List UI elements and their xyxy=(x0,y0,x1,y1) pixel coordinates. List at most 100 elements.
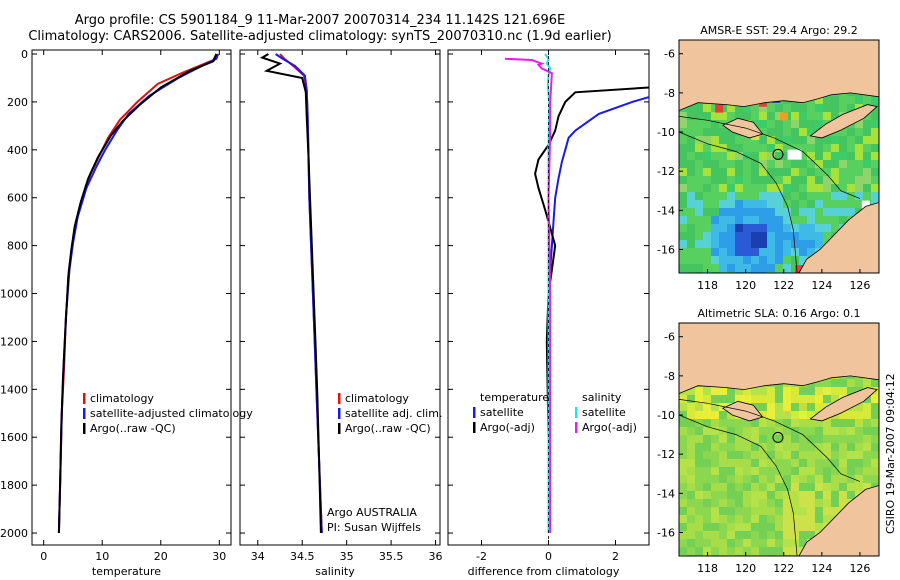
map-cell xyxy=(815,168,823,176)
map-cell xyxy=(695,547,703,555)
map-cell xyxy=(759,256,767,264)
map-cell xyxy=(695,499,703,507)
map-cell xyxy=(743,387,751,395)
map-cell xyxy=(783,216,791,224)
map-field xyxy=(679,40,879,273)
map-cell xyxy=(815,216,823,224)
legend-swatch xyxy=(575,407,578,418)
map-cell xyxy=(759,419,767,427)
map-cell xyxy=(839,160,847,168)
map-cell xyxy=(815,96,823,104)
map-cell xyxy=(751,427,759,435)
map-cell xyxy=(687,128,695,136)
map-cell xyxy=(743,264,751,272)
map-cell xyxy=(855,419,863,427)
map-cell xyxy=(727,451,735,459)
map-cell xyxy=(727,467,735,475)
map-cell xyxy=(695,200,703,208)
map-cell xyxy=(767,168,775,176)
map-cell xyxy=(799,475,807,483)
map-cell xyxy=(775,475,783,483)
map-cell xyxy=(839,419,847,427)
map-cell xyxy=(839,387,847,395)
map-cell xyxy=(687,539,695,547)
map-cell xyxy=(791,387,799,395)
map-cell xyxy=(783,200,791,208)
land-mass xyxy=(679,323,879,394)
map-cell xyxy=(735,224,743,232)
map-cell xyxy=(703,459,711,467)
map-cell xyxy=(727,483,735,491)
map-cell xyxy=(783,507,791,515)
map-cell xyxy=(767,515,775,523)
map-cell xyxy=(759,176,767,184)
map-cell xyxy=(743,160,751,168)
map-cell xyxy=(687,531,695,539)
map-cell xyxy=(783,443,791,451)
map-cell xyxy=(855,192,863,200)
map-cell xyxy=(695,232,703,240)
legend-label: Argo(-adj) xyxy=(582,421,637,434)
map-cell xyxy=(719,443,727,451)
map-cell xyxy=(775,256,783,264)
y-tick-label: -6 xyxy=(664,48,675,61)
map-cell xyxy=(775,144,783,152)
map-cell xyxy=(735,491,743,499)
map-cell xyxy=(719,395,727,403)
map-cell xyxy=(703,144,711,152)
map-cell xyxy=(855,443,863,451)
map-cell xyxy=(703,208,711,216)
map-cell xyxy=(759,128,767,136)
map-cell xyxy=(703,192,711,200)
map-cell xyxy=(711,395,719,403)
map-cell xyxy=(847,419,855,427)
map-cell xyxy=(743,435,751,443)
map-cell xyxy=(735,467,743,475)
map-cell xyxy=(815,152,823,160)
map-cell xyxy=(767,411,775,419)
legend-swatch xyxy=(338,423,341,434)
map-cell xyxy=(823,216,831,224)
map-cell xyxy=(839,459,847,467)
map-cell xyxy=(783,144,791,152)
map-cell xyxy=(679,547,687,555)
series-line-temperature-satellite xyxy=(547,96,649,533)
map-cell xyxy=(735,264,743,272)
map-cell xyxy=(703,128,711,136)
map-cell xyxy=(791,176,799,184)
map-cell xyxy=(791,459,799,467)
x-tick-label: 124 xyxy=(811,562,832,575)
map-cell xyxy=(831,168,839,176)
map-cell xyxy=(759,427,767,435)
map-cell xyxy=(831,459,839,467)
map-cell xyxy=(783,240,791,248)
map-cell xyxy=(791,539,799,547)
y-tick-label: -14 xyxy=(657,204,675,217)
map-cell xyxy=(743,539,751,547)
map-cell xyxy=(815,208,823,216)
map-cell xyxy=(715,104,724,113)
map-cell xyxy=(815,120,823,128)
legend-label: satellite xyxy=(480,406,524,419)
legend-label: satellite adj. clim. xyxy=(345,407,442,420)
map-cell xyxy=(847,128,855,136)
legend-swatch xyxy=(575,422,578,433)
map-cell xyxy=(847,160,855,168)
map-cell xyxy=(759,443,767,451)
map-cell xyxy=(679,539,687,547)
map-cell xyxy=(727,515,735,523)
map-cell xyxy=(719,507,727,515)
map-cell xyxy=(823,112,831,120)
map-cell xyxy=(687,395,695,403)
map-cell xyxy=(775,523,783,531)
map-cell xyxy=(743,547,751,555)
map-cell xyxy=(695,168,703,176)
y-tick-label: 0 xyxy=(21,48,28,61)
map-cell xyxy=(783,499,791,507)
map-cell xyxy=(751,451,759,459)
map-cell xyxy=(695,403,703,411)
map-cell xyxy=(727,435,735,443)
map-cell xyxy=(703,152,711,160)
map-cell xyxy=(823,208,831,216)
map-cell xyxy=(735,240,743,248)
